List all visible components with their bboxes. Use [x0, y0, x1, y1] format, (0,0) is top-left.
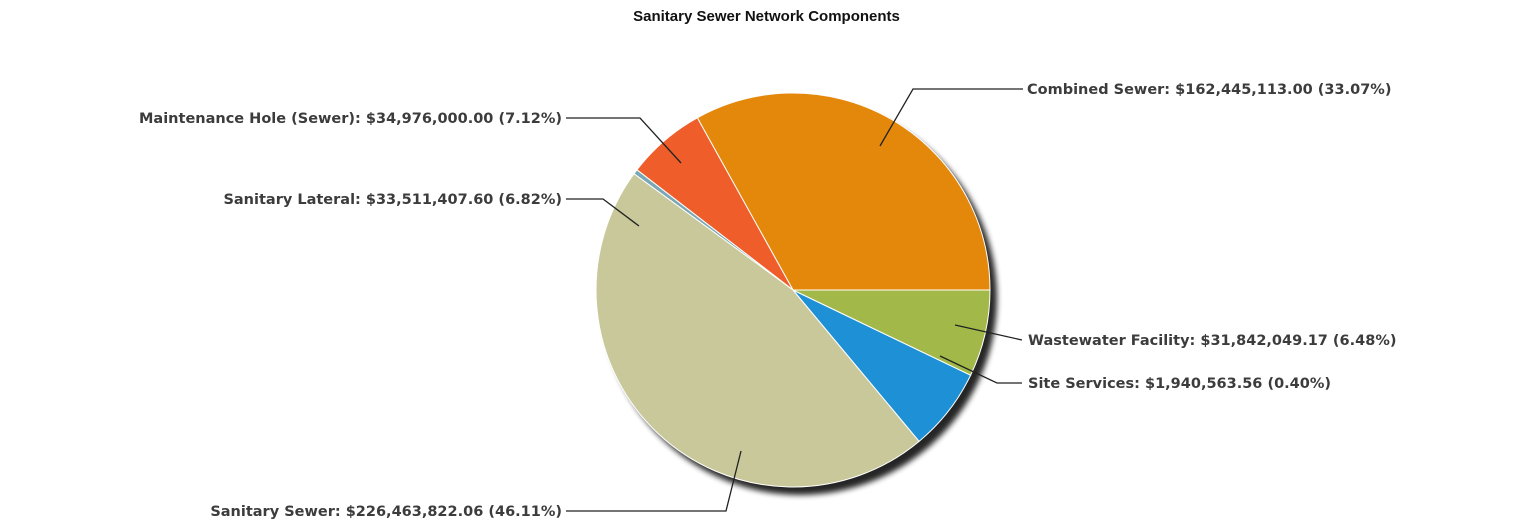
- slice-label-sanitary-lateral: Sanitary Lateral: $33,511,407.60 (6.82%): [223, 192, 562, 208]
- slice-label-wastewater-facility: Wastewater Facility: $31,842,049.17 (6.4…: [1028, 333, 1397, 349]
- leader-line-maintenance-hole-sewer: [566, 117, 682, 164]
- leader-line-sanitary-sewer: [566, 450, 742, 512]
- slice-label-combined-sewer: Combined Sewer: $162,445,113.00 (33.07%): [1027, 82, 1391, 98]
- slice-label-site-services: Site Services: $1,940,563.56 (0.40%): [1028, 376, 1331, 392]
- leader-line-site-services: [939, 355, 1022, 384]
- pie-slices: [595, 92, 991, 488]
- leader-line-sanitary-lateral: [566, 198, 640, 227]
- pie-slice-sanitary-sewer[interactable]: [595, 173, 920, 488]
- slice-label-maintenance-hole-sewer: Maintenance Hole (Sewer): $34,976,000.00…: [139, 111, 562, 127]
- slice-labels: Combined Sewer: $162,445,113.00 (33.07%)…: [139, 82, 1397, 520]
- pie-slice-maintenance-hole-sewer[interactable]: [792, 289, 991, 376]
- leader-lines: [566, 88, 1023, 512]
- pie-slice-combined-sewer[interactable]: [696, 92, 991, 291]
- leader-line-combined-sewer: [879, 88, 1023, 147]
- leader-line-wastewater-facility: [954, 324, 1023, 341]
- chart-title: Sanitary Sewer Network Components: [633, 8, 900, 25]
- slice-label-sanitary-sewer: Sanitary Sewer: $226,463,822.06 (46.11%): [210, 504, 562, 520]
